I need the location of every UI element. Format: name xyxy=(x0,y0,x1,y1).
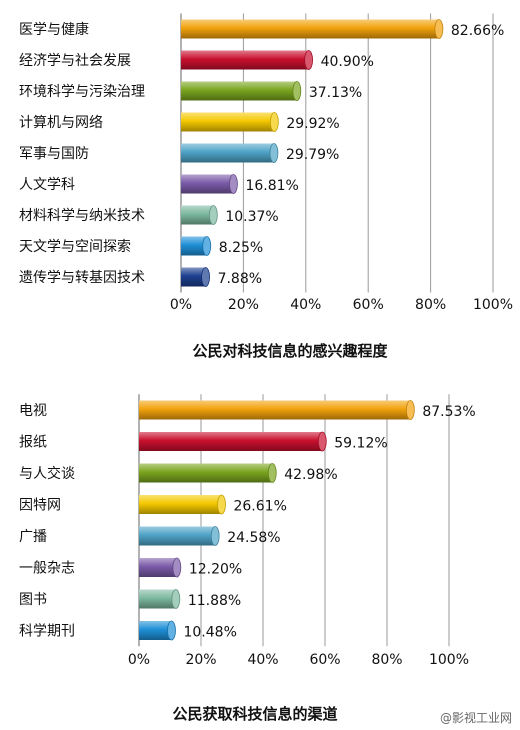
bar-cap xyxy=(267,463,277,483)
value-label: 42.98% xyxy=(284,467,337,483)
bar xyxy=(139,463,272,483)
bar xyxy=(139,526,215,546)
x-tick-label: 20% xyxy=(228,297,259,313)
bar xyxy=(139,432,322,451)
value-label: 29.92% xyxy=(286,116,339,132)
x-tick-label: 40% xyxy=(247,652,278,668)
bar xyxy=(181,267,205,287)
category-label: 一般杂志 xyxy=(19,561,75,577)
category-label: 人文学科 xyxy=(19,177,75,193)
bar-cap xyxy=(210,526,220,546)
value-label: 10.48% xyxy=(183,625,236,641)
value-label: 40.90% xyxy=(321,54,374,70)
category-label: 环境科学与污染治理 xyxy=(19,84,145,100)
chart-channels: 0% 20% 40% 60% 80% 100% 电视 87.53% 报纸 59.12% 与人交谈 42… xyxy=(19,394,476,668)
value-label: 24.58% xyxy=(227,530,280,546)
bar-cap xyxy=(269,143,279,163)
category-label: 电视 xyxy=(19,403,47,419)
category-label: 与人交谈 xyxy=(19,465,75,482)
value-label: 10.37% xyxy=(225,209,278,225)
bar xyxy=(181,19,438,39)
bar-cap xyxy=(292,81,302,101)
bar-cap xyxy=(405,400,415,420)
x-tick-label: 80% xyxy=(415,297,446,313)
bar xyxy=(139,495,221,514)
bar xyxy=(181,143,273,163)
bar-cap xyxy=(201,267,210,287)
x-tick-label: 0% xyxy=(170,297,192,313)
bar-cap xyxy=(217,494,226,515)
bar-cap xyxy=(208,205,218,225)
bar-cap xyxy=(304,50,314,70)
category-label: 图书 xyxy=(19,592,47,608)
category-label: 材料科学与纳米技术 xyxy=(19,208,145,224)
value-label: 7.88% xyxy=(218,271,262,287)
category-label: 广播 xyxy=(19,529,47,545)
value-label: 87.53% xyxy=(422,404,475,420)
category-label: 军事与国防 xyxy=(19,146,89,162)
watermark-text: @影视工业网 xyxy=(440,710,512,725)
bar xyxy=(139,589,175,609)
value-label: 8.25% xyxy=(219,240,263,256)
bar-cap xyxy=(434,19,444,39)
x-tick-label: 100% xyxy=(429,652,469,668)
bar xyxy=(181,50,308,70)
x-tick-label: 60% xyxy=(353,297,384,313)
category-label: 报纸 xyxy=(19,435,47,451)
bar xyxy=(181,236,206,256)
bar xyxy=(181,205,213,225)
x-tick-label: 100% xyxy=(473,297,513,313)
category-label: 计算机与网络 xyxy=(19,115,103,131)
x-tick-label: 80% xyxy=(371,652,402,668)
bar xyxy=(139,558,176,577)
x-tick-label: 40% xyxy=(290,297,321,313)
bar-cap xyxy=(269,112,279,132)
category-label: 医学与健康 xyxy=(19,21,89,38)
value-label: 16.81% xyxy=(245,178,298,194)
chart-interest: 0% 20% 40% 60% 80% 100% 医学与健康 82.66% 经济学与社会发展 40.… xyxy=(19,13,513,313)
bar xyxy=(139,621,171,640)
chart-channels-title: 公民获取科技信息的渠道 xyxy=(172,705,337,723)
value-label: 29.79% xyxy=(286,147,339,163)
bar-cap xyxy=(317,431,327,452)
bar xyxy=(181,174,233,194)
value-label: 11.88% xyxy=(188,593,241,609)
x-tick-label: 60% xyxy=(309,652,340,668)
category-label: 天文学与空间探索 xyxy=(19,238,131,255)
x-tick-label: 20% xyxy=(185,652,216,668)
bar xyxy=(139,400,410,420)
bar-cap xyxy=(171,589,181,609)
category-label: 因特网 xyxy=(19,498,61,514)
bar-cap xyxy=(172,557,182,578)
value-label: 59.12% xyxy=(334,436,387,452)
x-tick-label: 0% xyxy=(128,652,150,668)
bar-cap xyxy=(202,236,212,256)
value-label: 26.61% xyxy=(233,499,286,515)
value-label: 12.20% xyxy=(189,562,242,578)
bar xyxy=(181,81,296,101)
chart-interest-title: 公民对科技信息的感兴趣程度 xyxy=(192,342,388,360)
category-label: 遗传学与转基因技术 xyxy=(19,269,145,286)
bar-cap xyxy=(229,174,238,194)
category-label: 科学期刊 xyxy=(19,624,75,640)
category-label: 经济学与社会发展 xyxy=(19,53,131,69)
value-label: 82.66% xyxy=(451,23,504,39)
value-label: 37.13% xyxy=(309,85,362,101)
bar xyxy=(181,112,274,132)
bar-cap xyxy=(167,620,176,641)
